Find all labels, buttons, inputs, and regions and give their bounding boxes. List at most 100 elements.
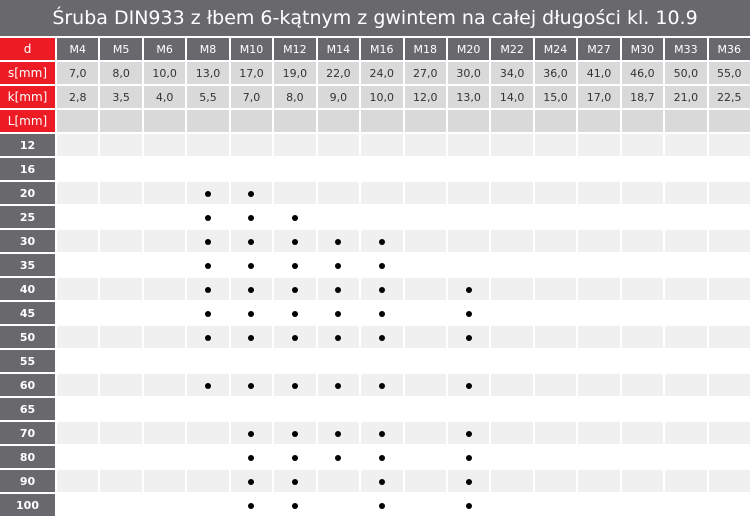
- availability-cell: [578, 422, 620, 444]
- availability-cell: [447, 374, 490, 396]
- length-row: 35: [0, 254, 750, 276]
- available-dot-icon: [335, 286, 342, 293]
- availability-cell: [361, 206, 402, 228]
- availability-cell: [578, 302, 619, 324]
- availability-cell: [491, 278, 533, 300]
- availability-cell: [405, 206, 446, 228]
- availability-cell: [100, 230, 142, 252]
- k-value: 8,0: [274, 86, 316, 108]
- available-dot-icon: [378, 430, 385, 437]
- empty-cell: [274, 110, 316, 132]
- availability-cell: [622, 158, 663, 180]
- length-row: 90: [0, 470, 750, 492]
- availability-cell: [665, 422, 707, 444]
- availability-cell: [535, 254, 576, 276]
- k-value: 2,8: [57, 86, 99, 108]
- available-dot-icon: [248, 190, 255, 197]
- s-value: 10,0: [143, 62, 186, 84]
- length-row: 50: [0, 326, 750, 348]
- available-dot-icon: [248, 286, 255, 293]
- availability-cell: [143, 278, 186, 300]
- availability-cell: [709, 446, 750, 468]
- availability-cell: [100, 398, 141, 420]
- availability-cell: [57, 446, 98, 468]
- availability-cell: [274, 302, 315, 324]
- availability-cell: [361, 422, 403, 444]
- available-dot-icon: [378, 238, 385, 245]
- availability-cell: [274, 206, 315, 228]
- availability-cell: [665, 158, 706, 180]
- empty-cell: [708, 110, 750, 132]
- s-value: 46,0: [621, 62, 664, 84]
- availability-cell: [231, 302, 272, 324]
- availability-cell: [708, 278, 750, 300]
- availability-cell: [491, 494, 532, 516]
- length-label: 30: [0, 230, 55, 252]
- availability-cell: [100, 254, 141, 276]
- availability-cell: [404, 470, 446, 492]
- availability-cell: [144, 446, 185, 468]
- available-dot-icon: [378, 454, 385, 461]
- availability-cell: [143, 326, 186, 348]
- s-row: s[mm] 7,0 8,0 10,0 13,0 17,0 19,0 22,0 24,0 27,0 3…: [0, 62, 750, 84]
- availability-cell: [535, 350, 576, 372]
- availability-cell: [448, 398, 489, 420]
- availability-cell: [622, 350, 663, 372]
- availability-cell: [405, 494, 446, 516]
- availability-cell: [230, 422, 273, 444]
- size-header: M20: [447, 38, 490, 60]
- availability-cell: [361, 350, 402, 372]
- availability-cell: [578, 278, 620, 300]
- availability-cell: [57, 134, 99, 156]
- availability-cell: [143, 230, 186, 252]
- availability-cell: [447, 182, 490, 204]
- available-dot-icon: [248, 334, 255, 341]
- bolt-size-table: d M4 M5 M6 M8 M10 M12 M14 M16 M18 M20 M22 M24 M27 M30 M…: [0, 36, 750, 518]
- availability-cell: [100, 350, 141, 372]
- availability-cell: [231, 446, 272, 468]
- availability-cell: [665, 206, 706, 228]
- availability-cell: [709, 158, 750, 180]
- s-value: 30,0: [447, 62, 490, 84]
- availability-cell: [274, 278, 316, 300]
- available-dot-icon: [248, 238, 255, 245]
- k-value: 3,5: [100, 86, 142, 108]
- available-dot-icon: [205, 382, 212, 389]
- availability-cell: [578, 182, 620, 204]
- availability-cell: [187, 158, 228, 180]
- size-header: M30: [621, 38, 664, 60]
- availability-cell: [361, 374, 403, 396]
- availability-cell: [622, 446, 663, 468]
- availability-cell: [448, 302, 489, 324]
- availability-cell: [534, 230, 577, 252]
- available-dot-icon: [465, 502, 472, 509]
- availability-cell: [448, 206, 489, 228]
- availability-cell: [361, 302, 402, 324]
- availability-cell: [274, 422, 316, 444]
- availability-cell: [578, 326, 620, 348]
- availability-cell: [534, 470, 577, 492]
- empty-cell: [578, 110, 620, 132]
- available-dot-icon: [378, 334, 385, 341]
- availability-cell: [100, 158, 141, 180]
- length-label: 90: [0, 470, 55, 492]
- availability-cell: [187, 254, 228, 276]
- availability-cell: [57, 422, 99, 444]
- availability-cell: [491, 206, 532, 228]
- available-dot-icon: [205, 310, 212, 317]
- availability-cell: [665, 326, 707, 348]
- k-value: 13,0: [447, 86, 490, 108]
- length-row: 12: [0, 134, 750, 156]
- availability-cell: [622, 302, 663, 324]
- availability-cell: [578, 158, 619, 180]
- availability-cell: [621, 278, 664, 300]
- availability-cell: [231, 206, 272, 228]
- size-header: M4: [57, 38, 99, 60]
- availability-cell: [100, 206, 141, 228]
- available-dot-icon: [465, 310, 472, 317]
- availability-cell: [274, 158, 315, 180]
- availability-cell: [231, 158, 272, 180]
- s-value: 17,0: [230, 62, 273, 84]
- availability-cell: [317, 278, 360, 300]
- availability-cell: [230, 326, 273, 348]
